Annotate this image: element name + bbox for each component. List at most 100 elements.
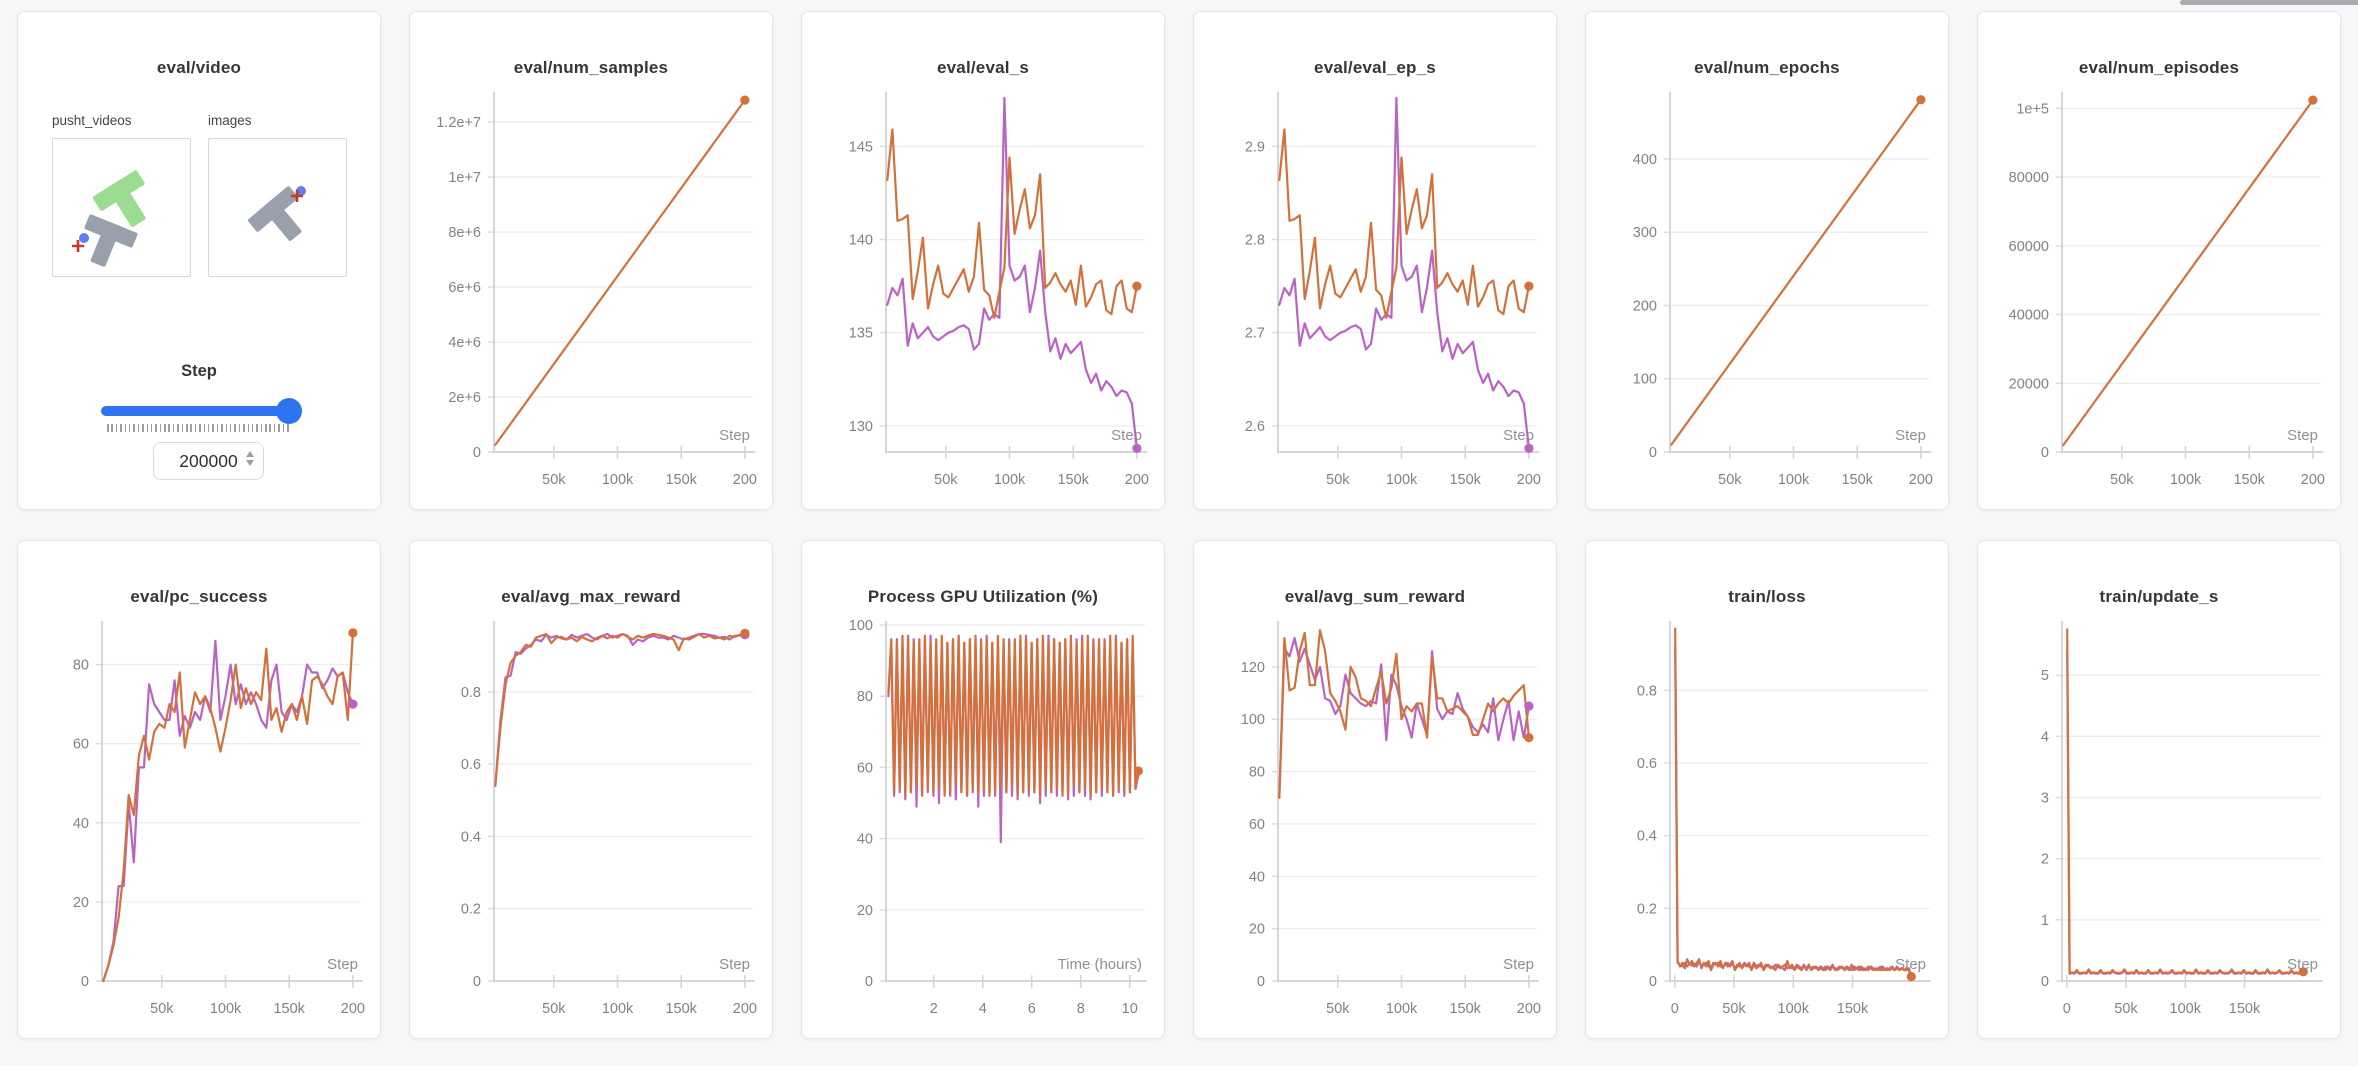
svg-text:0.2: 0.2 <box>461 902 481 918</box>
line-chart-process-gpu-utilization[interactable]: 0 20 40 60 80 100 2 4 6 8 10 Time (hours) <box>802 611 1164 1035</box>
svg-text:100k: 100k <box>2170 1001 2202 1017</box>
svg-text:50k: 50k <box>1718 472 1742 488</box>
svg-text:0.4: 0.4 <box>461 829 481 845</box>
step-slider-track[interactable] <box>101 406 299 416</box>
stepper-down-icon[interactable] <box>246 460 254 466</box>
svg-text:Step: Step <box>2287 956 2318 973</box>
svg-text:20000: 20000 <box>2009 376 2049 392</box>
svg-text:100k: 100k <box>1386 472 1418 488</box>
svg-text:0: 0 <box>2063 1001 2071 1017</box>
panel-eval-num-episodes: eval/num_episodes 0 20000 40000 60000 80000 1… <box>1977 11 2341 510</box>
pusht-target-cross <box>72 240 84 252</box>
svg-text:40000: 40000 <box>2009 308 2049 324</box>
svg-text:Step: Step <box>719 427 750 444</box>
step-slider-handle[interactable] <box>276 398 302 424</box>
pusht-render-image <box>72 170 146 267</box>
svg-text:120: 120 <box>1241 660 1265 676</box>
svg-text:150k: 150k <box>273 1001 305 1017</box>
svg-text:100k: 100k <box>1386 1001 1418 1017</box>
svg-text:1e+5: 1e+5 <box>2016 101 2049 117</box>
panel-eval-eval-ep-s: eval/eval_ep_s 2.6 2.7 2.8 2.9 50k 100k 150k 20… <box>1193 11 1557 510</box>
chart-title: eval/avg_max_reward <box>501 587 681 606</box>
svg-text:0: 0 <box>2041 445 2049 461</box>
svg-text:Step: Step <box>1503 427 1534 444</box>
pusht-block-tee-gray <box>247 186 302 241</box>
chart-title: eval/pc_success <box>130 587 268 606</box>
panel-eval-num-epochs: eval/num_epochs 0 100 200 300 400 50k 100k 150k… <box>1585 11 1949 510</box>
svg-text:2: 2 <box>2041 852 2049 868</box>
svg-text:80000: 80000 <box>2009 170 2049 186</box>
chart-title: eval/num_samples <box>513 58 669 77</box>
svg-text:8e+6: 8e+6 <box>448 225 481 241</box>
svg-text:100k: 100k <box>210 1001 242 1017</box>
svg-text:300: 300 <box>1633 225 1657 241</box>
svg-text:150k: 150k <box>1057 472 1089 488</box>
svg-text:100k: 100k <box>1778 1001 1810 1017</box>
line-chart-eval-eval-s[interactable]: 130 135 140 145 50k 100k 150k 200 Step <box>802 82 1164 506</box>
line-chart-eval-num-epochs[interactable]: 0 100 200 300 400 50k 100k 150k 200 Step <box>1586 82 1948 506</box>
svg-text:3: 3 <box>2041 790 2049 806</box>
svg-text:60: 60 <box>857 760 873 776</box>
svg-text:1: 1 <box>2041 913 2049 929</box>
svg-text:50k: 50k <box>150 1001 174 1017</box>
line-chart-eval-pc-success[interactable]: 0 20 40 60 80 50k 100k 150k 200 Step <box>18 611 380 1035</box>
svg-text:Step: Step <box>1503 956 1534 973</box>
svg-text:200: 200 <box>1909 472 1933 488</box>
svg-text:150k: 150k <box>1841 472 1873 488</box>
step-slider-ruler <box>107 424 289 432</box>
pusht-block-tee-gray <box>84 214 138 267</box>
svg-text:150k: 150k <box>1449 1001 1481 1017</box>
svg-text:80: 80 <box>857 689 873 705</box>
panel-process-gpu-utilization: Process GPU Utilization (%) 0 20 40 60 80 100… <box>801 540 1165 1039</box>
svg-text:100k: 100k <box>994 472 1026 488</box>
svg-text:130: 130 <box>849 419 873 435</box>
svg-text:150k: 150k <box>665 472 697 488</box>
svg-text:2.8: 2.8 <box>1245 233 1265 249</box>
chart-title: eval/avg_sum_reward <box>1284 587 1466 606</box>
svg-text:0: 0 <box>81 974 89 990</box>
svg-text:200: 200 <box>1633 298 1657 314</box>
svg-text:100: 100 <box>1241 712 1265 728</box>
svg-text:100k: 100k <box>602 472 634 488</box>
line-chart-eval-avg-max-reward[interactable]: 0 0.2 0.4 0.6 0.8 50k 100k 150k 200 Step <box>410 611 772 1035</box>
svg-text:80: 80 <box>1249 765 1265 781</box>
panel-eval-avg-max-reward: eval/avg_max_reward 0 0.2 0.4 0.6 0.8 50k 100k… <box>409 540 773 1039</box>
media-panel-title: eval/video <box>156 58 242 77</box>
chart-title: train/update_s <box>2099 587 2219 606</box>
line-chart-eval-eval-ep-s[interactable]: 2.6 2.7 2.8 2.9 50k 100k 150k 200 Step <box>1194 82 1556 506</box>
media-key-label-images: images <box>208 113 252 128</box>
svg-text:150k: 150k <box>1837 1001 1869 1017</box>
step-value-input[interactable]: 200000 <box>153 442 264 480</box>
step-stepper[interactable] <box>246 451 254 466</box>
svg-text:20: 20 <box>73 895 89 911</box>
video-thumbnail-images[interactable] <box>208 138 347 277</box>
video-thumbnail-pusht-videos[interactable] <box>52 138 191 277</box>
line-chart-eval-num-samples[interactable]: 0 2e+6 4e+6 6e+6 8e+6 1e+7 1.2e+7 50k 100k 150k 20… <box>410 82 772 506</box>
svg-text:40: 40 <box>1249 869 1265 885</box>
svg-text:8: 8 <box>1077 1001 1085 1017</box>
scrollbar-thumb[interactable] <box>2180 0 2358 5</box>
chart-title: eval/eval_ep_s <box>1314 58 1436 77</box>
svg-text:50k: 50k <box>1722 1001 1746 1017</box>
svg-text:145: 145 <box>849 139 873 155</box>
svg-text:60: 60 <box>1249 817 1265 833</box>
panel-eval-pc-success: eval/pc_success 0 20 40 60 80 50k 100k 150k 200 S… <box>17 540 381 1039</box>
panel-train-update-s: train/update_s 0 1 2 3 4 5 0 50k 100k 150k Step <box>1977 540 2341 1039</box>
svg-text:2.7: 2.7 <box>1245 326 1265 342</box>
panel-train-loss: train/loss 0 0.2 0.4 0.6 0.8 0 50k 100k 150k Step <box>1585 540 1949 1039</box>
pusht-agent-dot <box>296 186 306 196</box>
svg-text:0: 0 <box>1649 974 1657 990</box>
svg-text:0: 0 <box>865 974 873 990</box>
svg-text:4: 4 <box>2041 729 2049 745</box>
svg-text:200: 200 <box>733 472 757 488</box>
stepper-up-icon[interactable] <box>246 451 254 457</box>
svg-text:200: 200 <box>1517 472 1541 488</box>
line-chart-train-update-s[interactable]: 0 1 2 3 4 5 0 50k 100k 150k Step <box>1978 611 2340 1035</box>
svg-text:150k: 150k <box>665 1001 697 1017</box>
svg-text:200: 200 <box>733 1001 757 1017</box>
step-value: 200000 <box>179 450 238 471</box>
line-chart-eval-num-episodes[interactable]: 0 20000 40000 60000 80000 1e+5 50k 100k 150k 200 S… <box>1978 82 2340 506</box>
line-chart-eval-avg-sum-reward[interactable]: 0 20 40 60 80 100 120 50k 100k 150k 200 Step <box>1194 611 1556 1035</box>
pusht-observation-image <box>247 186 306 241</box>
